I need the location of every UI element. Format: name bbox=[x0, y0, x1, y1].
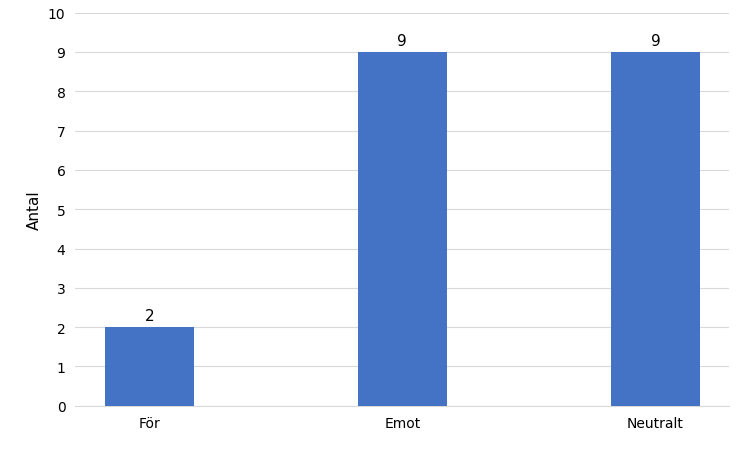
Bar bbox=[358, 53, 447, 406]
Text: 2: 2 bbox=[144, 308, 154, 323]
Bar bbox=[105, 327, 193, 406]
Y-axis label: Antal: Antal bbox=[27, 190, 42, 230]
Text: 9: 9 bbox=[650, 34, 660, 49]
Text: 9: 9 bbox=[398, 34, 407, 49]
Bar bbox=[611, 53, 699, 406]
